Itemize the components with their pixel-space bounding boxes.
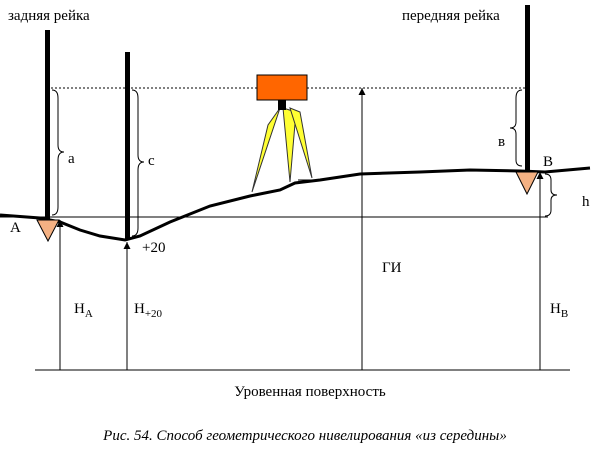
- instrument-mount: [278, 100, 286, 110]
- caption: Рис. 54. Способ геометрического нивелиро…: [102, 428, 507, 444]
- front-rod: [525, 5, 530, 172]
- brace-c: [131, 89, 145, 237]
- h20-sub: +20: [145, 308, 163, 320]
- c-label: с: [148, 153, 155, 169]
- tripod-leg: [289, 107, 313, 179]
- back-rod-label: задняя рейка: [8, 8, 90, 24]
- middle-rod: [125, 52, 130, 240]
- brace-a: [51, 89, 65, 216]
- hb-sub: В: [561, 308, 568, 320]
- level-instrument: [256, 74, 308, 101]
- h-label: h: [582, 194, 590, 210]
- point-a-label: А: [10, 220, 21, 236]
- ha-sub: А: [85, 308, 93, 320]
- brace-h: [544, 173, 558, 217]
- surface-label: Уровенная поверхность: [234, 384, 386, 400]
- tripod-leg: [282, 107, 297, 183]
- tripod-leg: [251, 107, 281, 193]
- b-label: в: [498, 134, 505, 150]
- hb-label: НВ: [550, 301, 568, 320]
- plus20-label: +20: [142, 240, 165, 256]
- point-a-marker: [36, 219, 60, 243]
- ha-main: Н: [74, 301, 85, 317]
- front-rod-label: передняя рейка: [402, 8, 500, 24]
- a-label: а: [68, 151, 75, 167]
- h20-main: Н: [134, 301, 145, 317]
- point-b-marker: [515, 171, 539, 196]
- gi-label: ГИ: [382, 260, 402, 276]
- point-b-label: В: [543, 154, 553, 170]
- ha-label: НА: [74, 301, 93, 320]
- hb-main: Н: [550, 301, 561, 317]
- back-rod: [45, 30, 50, 220]
- brace-b: [509, 89, 523, 167]
- ground-profile: [0, 166, 591, 242]
- h20-label: Н+20: [134, 301, 163, 320]
